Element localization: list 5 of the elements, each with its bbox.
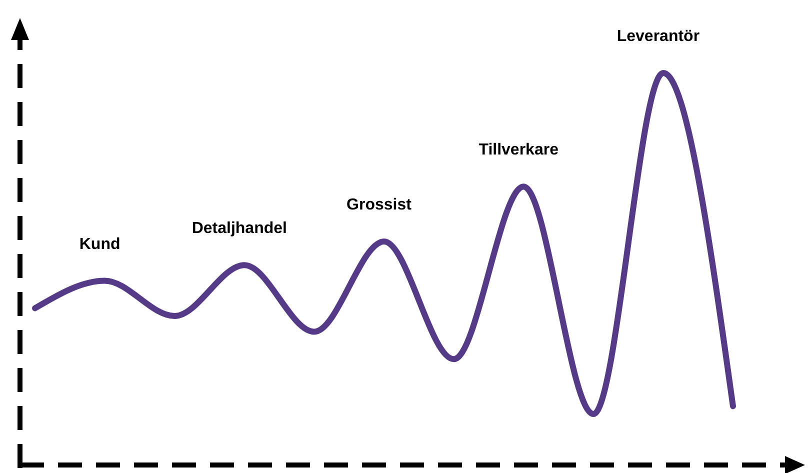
annotation: Detaljhandel [192, 220, 287, 238]
annotation: Kund [79, 236, 120, 253]
annotation: Tillverkare [478, 142, 559, 159]
text: Leverantör [616, 28, 700, 45]
annotation: Grossist [346, 196, 412, 214]
